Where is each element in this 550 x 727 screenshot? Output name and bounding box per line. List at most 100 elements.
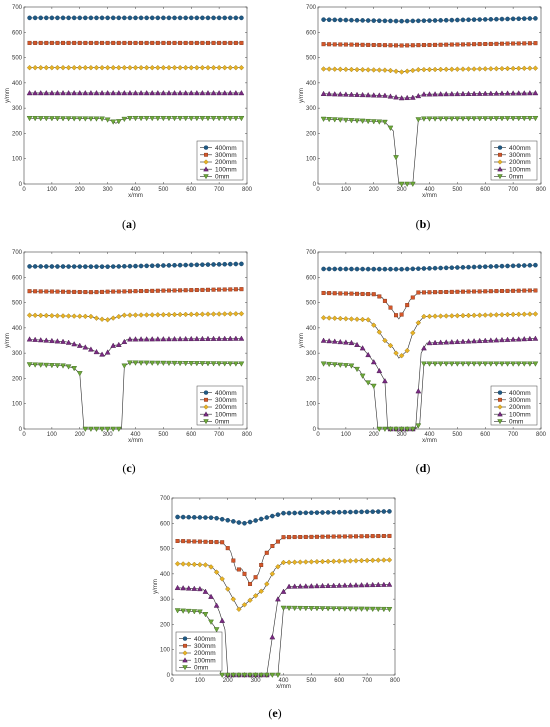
- data-point: [366, 292, 371, 297]
- panel-label-b: (b): [416, 217, 431, 231]
- data-point: [477, 17, 482, 22]
- data-point: [127, 116, 133, 122]
- data-point: [77, 40, 82, 45]
- data-point: [49, 64, 55, 71]
- data-point: [416, 266, 421, 271]
- data-point: [381, 557, 387, 563]
- series-300mm: [27, 287, 244, 295]
- data-point: [337, 91, 344, 97]
- data-point: [465, 66, 472, 72]
- data-point: [348, 534, 353, 539]
- data-point: [286, 510, 292, 516]
- data-point: [521, 116, 528, 122]
- data-point: [203, 539, 208, 544]
- data-point: [231, 519, 236, 524]
- data-point: [227, 116, 234, 122]
- series-line: [323, 338, 536, 430]
- data-point: [186, 539, 191, 544]
- data-point: [155, 263, 161, 268]
- data-point: [210, 335, 217, 341]
- data-point: [438, 290, 443, 295]
- data-point: [426, 339, 433, 346]
- data-point: [281, 535, 286, 540]
- data-point: [194, 64, 200, 71]
- data-point: [359, 118, 366, 124]
- data-point: [132, 64, 139, 71]
- series-100mm: [26, 90, 245, 96]
- data-point: [438, 42, 443, 47]
- data-point: [138, 312, 144, 318]
- data-point: [471, 17, 477, 22]
- data-point: [32, 264, 38, 269]
- data-point: [465, 116, 472, 122]
- data-point: [309, 510, 314, 516]
- data-point: [355, 291, 360, 296]
- data-point: [476, 361, 483, 367]
- data-point: [222, 311, 228, 317]
- data-point: [116, 264, 122, 269]
- data-point: [455, 42, 460, 47]
- data-point: [455, 265, 460, 270]
- y-tick-label: 300: [12, 351, 23, 357]
- data-point: [104, 90, 111, 96]
- data-point: [116, 40, 121, 45]
- y-tick-label: 700: [12, 5, 23, 11]
- data-point: [160, 336, 167, 342]
- data-point: [353, 534, 358, 539]
- data-point: [494, 289, 499, 294]
- data-point: [248, 581, 253, 586]
- data-point: [471, 312, 477, 319]
- legend-entry: 300mm: [215, 152, 237, 159]
- data-point: [471, 90, 477, 96]
- data-point: [199, 335, 206, 341]
- data-point: [297, 605, 304, 612]
- data-point: [132, 116, 139, 122]
- data-point: [388, 18, 393, 24]
- data-point: [387, 533, 392, 538]
- data-point: [83, 290, 88, 295]
- data-point: [347, 558, 354, 564]
- data-point: [499, 312, 505, 318]
- x-tick-label: 600: [480, 432, 491, 438]
- data-point: [105, 289, 110, 294]
- series-0mm: [320, 116, 539, 187]
- y-tick-label: 500: [12, 56, 23, 62]
- legend-entry: 100mm: [509, 166, 531, 173]
- data-point: [241, 672, 248, 678]
- data-point: [189, 288, 194, 293]
- data-point: [432, 339, 438, 345]
- data-point: [320, 116, 327, 122]
- data-point: [105, 264, 110, 269]
- data-point: [499, 65, 505, 72]
- data-point: [526, 335, 533, 341]
- data-point: [161, 288, 166, 293]
- data-point: [527, 263, 533, 268]
- data-point: [437, 339, 444, 345]
- data-point: [331, 534, 336, 539]
- data-point: [55, 15, 60, 21]
- data-point: [191, 515, 197, 520]
- legend-marker: [497, 419, 503, 425]
- data-point: [482, 66, 488, 72]
- data-point: [191, 561, 197, 568]
- data-point: [83, 40, 88, 45]
- data-point: [205, 90, 211, 96]
- data-point: [180, 608, 187, 614]
- data-point: [65, 364, 72, 370]
- data-point: [177, 311, 183, 318]
- data-point: [236, 567, 241, 572]
- data-point: [332, 266, 338, 272]
- data-point: [253, 518, 258, 523]
- data-point: [327, 42, 332, 47]
- data-point: [227, 335, 234, 341]
- data-point: [510, 90, 516, 96]
- data-point: [247, 597, 253, 603]
- data-point: [180, 561, 186, 567]
- data-point: [325, 558, 331, 565]
- data-point: [138, 64, 144, 71]
- data-point: [100, 40, 105, 45]
- data-point: [71, 116, 78, 122]
- y-tick-label: 700: [306, 250, 317, 256]
- data-point: [371, 292, 376, 297]
- data-point: [427, 290, 432, 295]
